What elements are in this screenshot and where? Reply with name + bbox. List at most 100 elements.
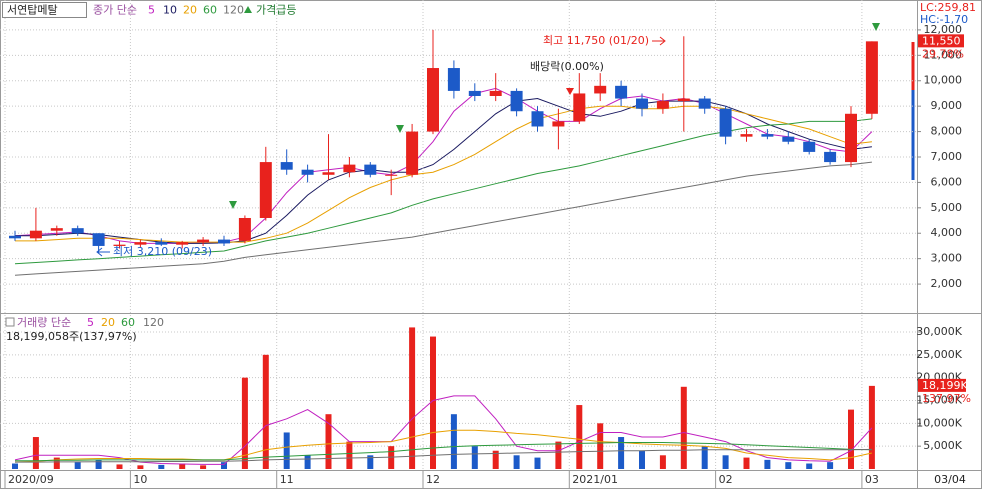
moving-average — [15, 442, 872, 462]
volume-bar — [785, 462, 792, 469]
volume-bar — [95, 459, 102, 469]
volume-label: 18,199K — [922, 379, 968, 392]
signal-icon — [244, 6, 252, 13]
legend-entry[interactable]: 5 — [87, 316, 94, 329]
candle-body — [698, 98, 711, 109]
legend-entry[interactable]: 20 — [101, 316, 115, 329]
candle-body — [845, 113, 857, 163]
volume-bar — [283, 432, 290, 469]
change-label: 29.78% — [922, 47, 964, 60]
volume-bar — [32, 437, 39, 469]
legend-entry[interactable]: 120 — [143, 316, 164, 329]
volume-bar — [158, 464, 165, 469]
candle-body — [406, 131, 419, 175]
volume-bar — [262, 354, 269, 469]
y-tick-label: 4,000 — [931, 226, 963, 239]
y-tick-label: 6,000 — [931, 175, 963, 188]
stock-name[interactable]: 서연탑메탈 — [7, 4, 58, 17]
volume-bar — [722, 455, 729, 469]
price-label: 11,550 — [922, 34, 961, 47]
x-tick-label: 10 — [133, 473, 147, 486]
candle-body — [92, 233, 105, 246]
volume-bar — [597, 423, 604, 469]
candle-body — [155, 242, 168, 245]
volume-bar — [137, 465, 144, 469]
annotation: 최고 11,750 (01/20) — [543, 34, 649, 47]
y-tick-label: 5,000K — [923, 439, 962, 452]
candle-body — [134, 242, 147, 245]
title-box[interactable] — [2, 2, 87, 18]
volume-bar — [12, 463, 18, 469]
y-tick-label: 9,000 — [931, 99, 963, 112]
volume-bar — [806, 463, 813, 469]
candle-body — [238, 217, 251, 241]
volume-bar — [618, 437, 625, 469]
signal-label[interactable]: 가격급등 — [256, 4, 296, 17]
volume-bar — [450, 414, 457, 469]
candle-body — [510, 90, 523, 112]
legend-entry[interactable]: 60 — [203, 4, 217, 17]
candle-body — [259, 162, 272, 218]
volume-bar — [74, 462, 81, 469]
candle-body — [29, 230, 42, 239]
volume-bar — [367, 455, 374, 469]
candle-body — [427, 68, 439, 132]
legend-entry[interactable]: 60 — [121, 316, 135, 329]
candle-body — [9, 235, 21, 239]
volume-bar — [179, 463, 186, 469]
last-date: 03/04 — [934, 473, 966, 486]
x-tick-label: 2021/01 — [572, 473, 618, 486]
volume-bar — [534, 457, 541, 469]
volume-bar — [701, 446, 708, 469]
candle-body — [301, 169, 314, 175]
candle-body — [677, 98, 690, 102]
candle-body — [218, 239, 230, 244]
candle-body — [113, 244, 126, 246]
candle-body — [615, 85, 628, 99]
annotation-arrow — [652, 36, 666, 46]
y-tick-label: 25,000K — [916, 348, 962, 361]
indicator: HC:-1,70 — [920, 13, 968, 26]
volume-bar — [639, 450, 645, 469]
candle-body — [803, 141, 816, 152]
volume-bar — [764, 459, 771, 469]
x-tick-label: 2020/09 — [8, 473, 54, 486]
price-box — [918, 34, 964, 48]
volume-bar — [848, 409, 854, 469]
candle-body — [197, 239, 210, 243]
moving-average — [15, 97, 872, 244]
moving-average — [14, 429, 873, 463]
legend-entry[interactable]: 20 — [183, 4, 197, 17]
candle-body — [385, 174, 398, 176]
candle-body — [740, 134, 753, 137]
volume-bar — [680, 386, 687, 469]
volume-bar — [513, 455, 520, 469]
signal-icon — [872, 23, 880, 31]
indicator: LC:259,81 — [920, 1, 976, 14]
volume-bar — [221, 462, 227, 469]
legend-entry[interactable]: 5 — [148, 4, 155, 17]
candle-body — [594, 85, 607, 94]
candle-body — [364, 164, 377, 175]
legend-entry[interactable]: 10 — [163, 4, 177, 17]
volume-bar — [743, 457, 750, 469]
event-icon — [566, 88, 574, 95]
candle-body — [489, 90, 502, 96]
candle-body — [468, 90, 481, 96]
legend-entry[interactable]: 120 — [223, 4, 244, 17]
candle-body — [447, 68, 460, 91]
volume-bar — [555, 441, 562, 469]
candle-body — [280, 162, 293, 170]
candle-body — [573, 93, 586, 122]
candle-body — [761, 134, 774, 137]
volume-bar — [868, 385, 875, 469]
x-tick-label: 12 — [426, 473, 440, 486]
x-tick-label: 02 — [719, 473, 733, 486]
y-tick-label: 10,000K — [916, 416, 962, 429]
candle-body — [824, 151, 837, 163]
moving-average — [14, 395, 873, 465]
volume-bar — [325, 414, 332, 469]
volume-bar — [241, 377, 248, 469]
annotation-arrow — [96, 247, 110, 257]
